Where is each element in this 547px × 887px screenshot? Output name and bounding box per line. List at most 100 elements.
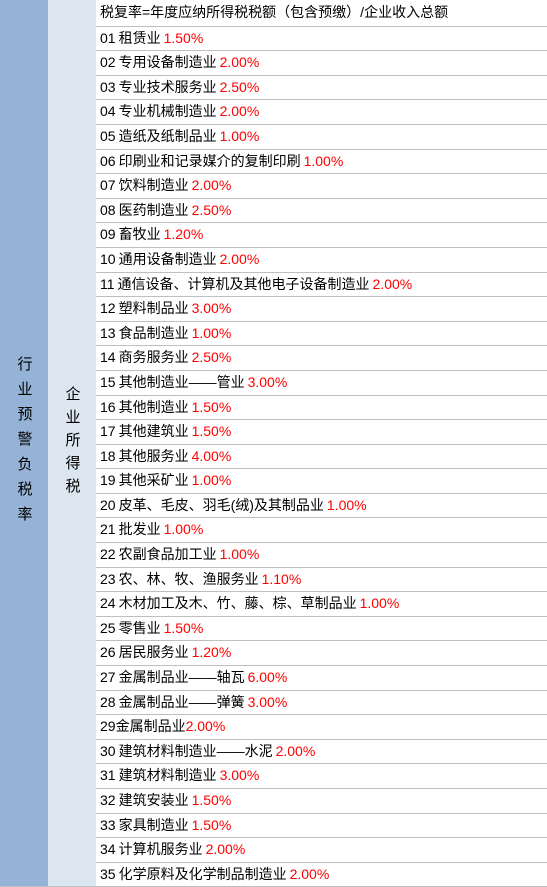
row-rate: 1.00% [164,520,204,540]
row-number: 29 [100,717,116,737]
row-rate: 2.00% [220,250,260,270]
row-rate: 2.00% [276,742,316,762]
row-label: 其他制造业 [119,398,189,418]
row-number: 07 [100,176,116,196]
table-row: 06印刷业和记录媒介的复制印刷1.00% [96,150,547,175]
table-row: 01租赁业1.50% [96,27,547,52]
row-rate: 2.00% [206,840,246,860]
table-row: 12塑料制品业3.00% [96,297,547,322]
row-rate: 6.00% [248,668,288,688]
row-number: 03 [100,78,116,98]
row-rate: 3.00% [220,766,260,786]
row-number: 06 [100,152,116,172]
row-rate: 1.00% [220,545,260,565]
row-number: 10 [100,250,116,270]
row-rate: 1.50% [164,29,204,49]
row-rate: 1.00% [192,324,232,344]
row-number: 33 [100,816,116,836]
row-rate: 2.00% [192,176,232,196]
row-rate: 2.00% [220,102,260,122]
row-label: 畜牧业 [119,225,161,245]
rows-container: 01租赁业1.50%02专用设备制造业2.00%03专业技术服务业2.50%04… [96,27,547,887]
row-label: 专用设备制造业 [119,53,217,73]
row-label: 农副食品加工业 [119,545,217,565]
table-row: 31建筑材料制造业3.00% [96,764,547,789]
row-number: 17 [100,422,116,442]
row-label: 批发业 [119,520,161,540]
row-number: 09 [100,225,116,245]
row-rate: 1.00% [220,127,260,147]
data-column: 税复率=年度应纳所得税税额（包含预缴）/企业收入总额 01租赁业1.50%02专… [96,0,547,887]
table-row: 17其他建筑业1.50% [96,420,547,445]
row-number: 02 [100,53,116,73]
row-rate: 4.00% [192,447,232,467]
table-row: 25零售业1.50% [96,617,547,642]
row-number: 14 [100,348,116,368]
table-row: 28金属制品业——弹簧3.00% [96,691,547,716]
table-row: 04专业机械制造业2.00% [96,100,547,125]
row-label: 家具制造业 [119,816,189,836]
row-label: 塑料制品业 [119,299,189,319]
row-label: 农、林、牧、渔服务业 [119,570,259,590]
row-label: 其他采矿业 [119,471,189,491]
row-number: 05 [100,127,116,147]
row-label: 金属制品业 [116,717,186,737]
table-row: 11通信设备、计算机及其他电子设备制造业2.00% [96,273,547,298]
row-number: 12 [100,299,116,319]
tax-rate-table: 行业预警负税率 企业所得税 税复率=年度应纳所得税税额（包含预缴）/企业收入总额… [0,0,547,887]
table-row: 10通用设备制造业2.00% [96,248,547,273]
row-rate: 1.50% [192,791,232,811]
row-number: 30 [100,742,116,762]
table-row: 15其他制造业——管业3.00% [96,371,547,396]
row-label: 食品制造业 [119,324,189,344]
row-rate: 1.00% [327,496,367,516]
row-rate: 3.00% [248,373,288,393]
row-number: 22 [100,545,116,565]
left-header-text: 行业预警负税率 [14,356,35,531]
row-rate: 2.00% [186,717,226,737]
table-row: 20皮革、毛皮、羽毛(绒)及其制品业1.00% [96,494,547,519]
table-row: 09畜牧业1.20% [96,223,547,248]
table-row: 33家具制造业1.50% [96,814,547,839]
left-header-column: 行业预警负税率 [0,0,48,887]
row-label: 饮料制造业 [119,176,189,196]
row-label: 商务服务业 [119,348,189,368]
row-label: 租赁业 [119,29,161,49]
table-row: 05造纸及纸制品业1.00% [96,125,547,150]
row-label: 化学原料及化学制品制造业 [119,865,287,885]
row-number: 24 [100,594,116,614]
table-row: 19其他采矿业1.00% [96,469,547,494]
table-row: 27金属制品业——轴瓦6.00% [96,666,547,691]
row-rate: 1.00% [360,594,400,614]
row-label: 通信设备、计算机及其他电子设备制造业 [118,275,370,295]
row-rate: 3.00% [248,693,288,713]
row-number: 31 [100,766,116,786]
row-label: 医药制造业 [119,201,189,221]
mid-header-text: 企业所得税 [62,386,83,501]
row-number: 21 [100,520,116,540]
row-number: 34 [100,840,116,860]
row-number: 20 [100,496,116,516]
table-row: 02专用设备制造业2.00% [96,51,547,76]
row-rate: 1.10% [262,570,302,590]
table-row: 34计算机服务业2.00% [96,838,547,863]
row-number: 18 [100,447,116,467]
row-rate: 1.00% [192,471,232,491]
row-label: 专业机械制造业 [119,102,217,122]
row-number: 11 [100,275,115,295]
row-number: 25 [100,619,116,639]
table-row: 07饮料制造业2.00% [96,174,547,199]
table-row: 13食品制造业1.00% [96,322,547,347]
row-label: 居民服务业 [119,643,189,663]
row-rate: 2.50% [192,201,232,221]
row-label: 专业技术服务业 [119,78,217,98]
row-label: 通用设备制造业 [119,250,217,270]
row-label: 其他制造业——管业 [119,373,245,393]
table-row: 22农副食品加工业1.00% [96,543,547,568]
row-label: 印刷业和记录媒介的复制印刷 [119,152,301,172]
row-number: 01 [100,29,116,49]
row-rate: 1.20% [164,225,204,245]
row-label: 零售业 [119,619,161,639]
row-number: 26 [100,643,116,663]
row-label: 其他建筑业 [119,422,189,442]
